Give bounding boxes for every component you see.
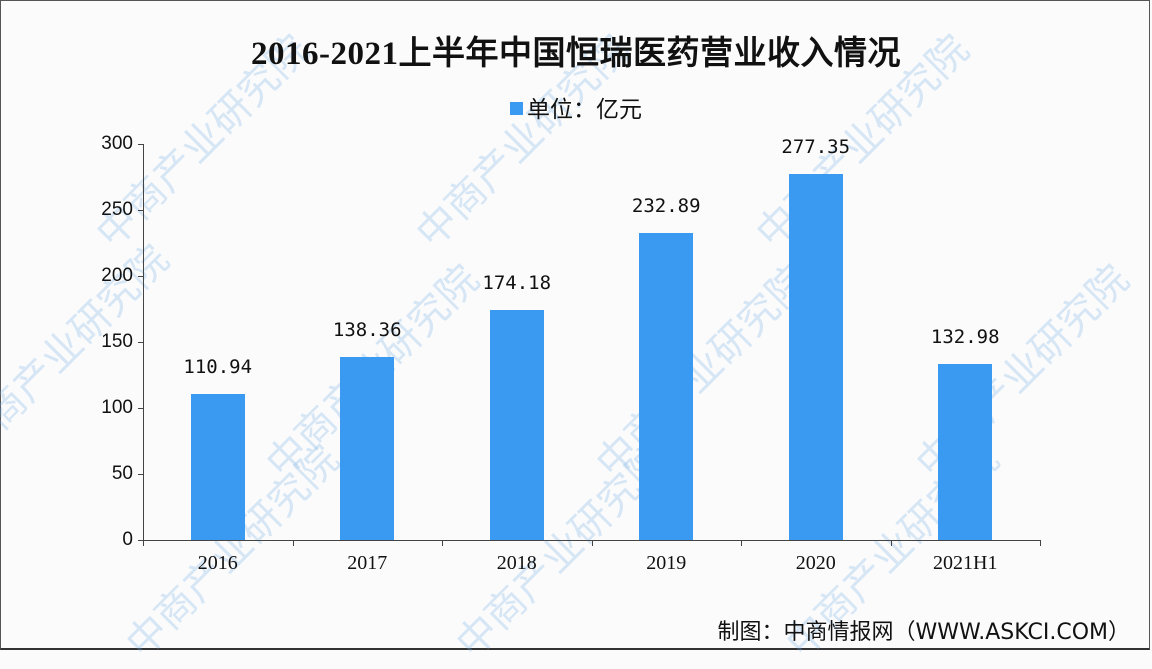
x-category-label: 2020 — [795, 552, 836, 574]
y-tick — [138, 144, 144, 145]
x-tick — [292, 540, 294, 546]
bar-2019 — [639, 232, 694, 540]
bar-value-label: 138.36 — [332, 319, 402, 342]
bar-2021H1 — [938, 364, 993, 540]
y-tick-label: 300 — [101, 133, 133, 154]
bar-value-label: 277.35 — [781, 135, 851, 158]
bar-2016 — [190, 393, 245, 540]
bar-2017 — [340, 357, 395, 540]
y-tick-label: 200 — [101, 265, 133, 286]
y-tick — [138, 342, 144, 343]
bar-value-label: 232.89 — [631, 194, 701, 217]
y-tick-label: 0 — [122, 529, 133, 550]
x-tick — [143, 540, 144, 546]
x-tick — [741, 540, 742, 546]
y-tick — [138, 276, 144, 277]
x-tick — [442, 540, 443, 546]
chart-frame — [0, 0, 1150, 650]
x-category-label: 2017 — [347, 552, 388, 574]
x-tick — [1040, 540, 1041, 546]
chart-title: 2016-2021上半年中国恒瑞医药营业收入情况 — [251, 36, 901, 72]
bar-value-label: 174.18 — [482, 272, 552, 295]
source-credit: 制图：中商情报网（WWW.ASKCI.COM） — [717, 620, 1130, 645]
bar-value-label: 132.98 — [930, 326, 1000, 349]
y-tick-label: 100 — [101, 397, 133, 418]
bar-2020 — [788, 173, 843, 540]
x-tick — [591, 540, 593, 546]
x-tick — [890, 540, 892, 546]
legend-label: 单位：亿元 — [527, 97, 642, 123]
y-tick-label: 250 — [101, 199, 133, 220]
y-tick — [138, 540, 144, 541]
x-category-label: 2016 — [197, 552, 238, 574]
y-tick-label: 150 — [101, 331, 133, 352]
legend-swatch-icon — [510, 102, 523, 115]
x-category-label: 2021H1 — [933, 552, 998, 574]
y-tick — [138, 474, 144, 475]
y-tick — [138, 408, 144, 409]
legend: 单位：亿元 — [0, 90, 1152, 124]
plot-area: 0 50 100 150 200 250 300 110.94 2016 138.36 2017 17… — [101, 133, 1041, 574]
x-category-label: 2019 — [646, 552, 687, 574]
y-tick-label: 50 — [111, 463, 133, 484]
bar-2018 — [489, 310, 544, 540]
y-tick — [138, 210, 144, 211]
x-category-label: 2018 — [496, 552, 537, 574]
bar-value-label: 110.94 — [183, 355, 253, 378]
